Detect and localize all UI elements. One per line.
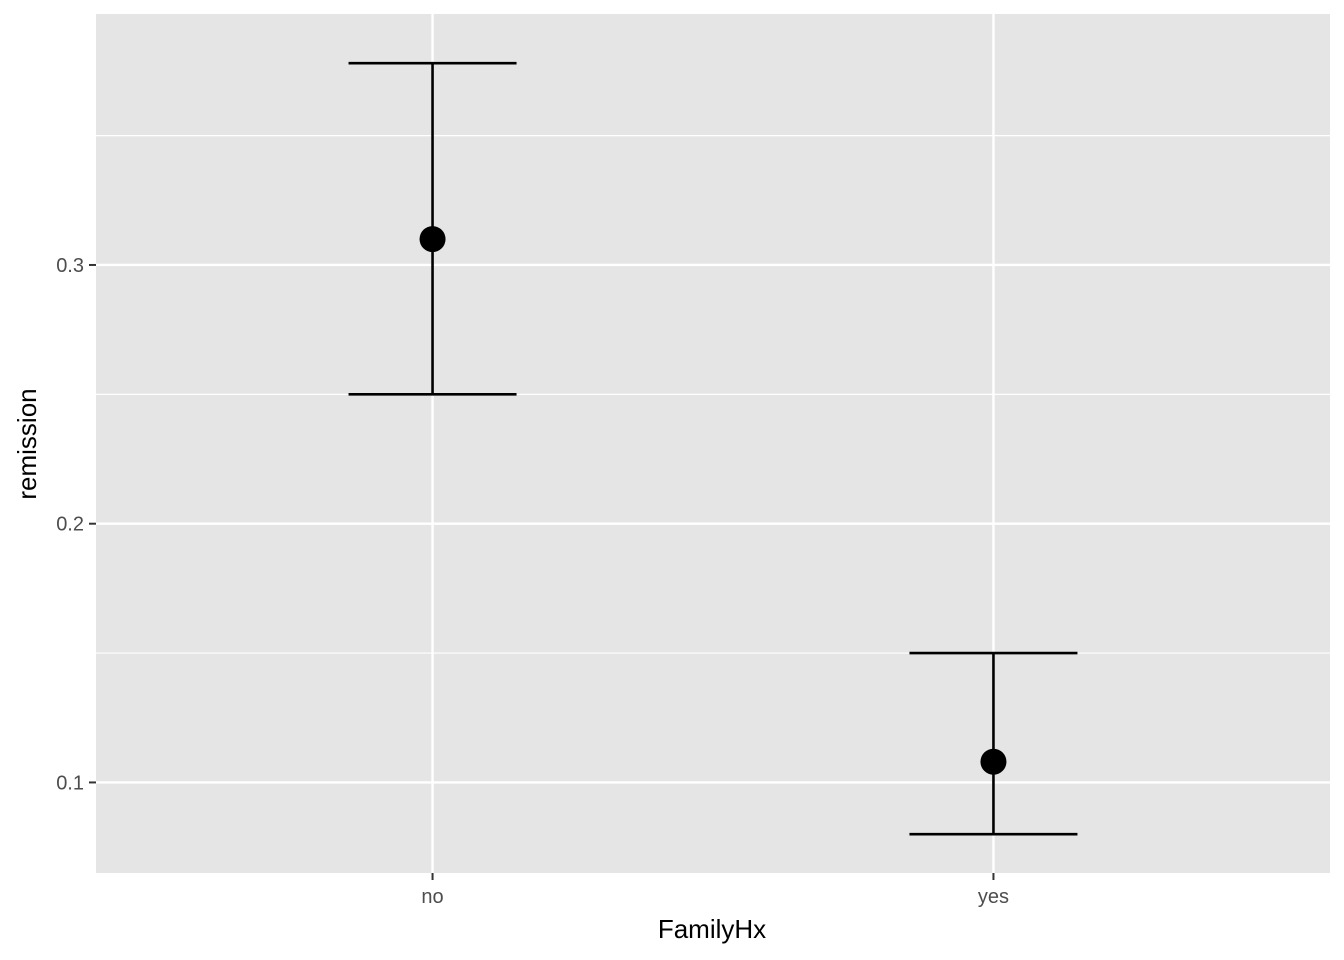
grid-minor [96,135,1330,654]
y-axis-title: remission [12,388,42,499]
data-point [419,226,446,253]
plot-panel [96,14,1330,873]
y-tick-label: 0.1 [56,772,84,794]
data-point [980,748,1007,775]
errorbar-yes [909,651,1078,836]
x-tick-label: no [421,886,443,908]
errorbar-no [348,61,517,396]
axes: 0.1 0.2 0.3 no yes [56,255,1009,908]
data-marks [348,61,1078,836]
y-tick-label: 0.3 [56,255,84,277]
x-axis-title: FamilyHx [658,914,766,944]
y-tick-label: 0.2 [56,514,84,536]
x-tick-label: yes [978,886,1009,908]
